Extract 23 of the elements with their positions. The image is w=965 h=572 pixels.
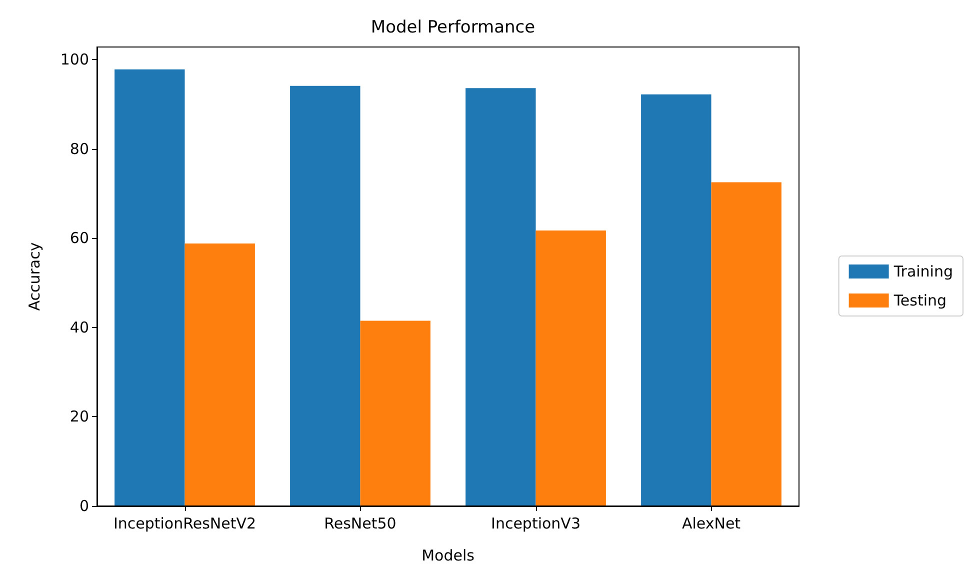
- y-tick-label: 20: [70, 408, 89, 426]
- x-tick-label: AlexNet: [682, 514, 741, 532]
- bar: [536, 230, 606, 506]
- bar: [711, 182, 782, 506]
- x-tick-label: InceptionResNetV2: [113, 514, 256, 532]
- y-axis-title: Accuracy: [26, 242, 44, 311]
- y-tick-label: 40: [70, 318, 89, 336]
- y-tick-label: 80: [70, 140, 89, 158]
- x-tick-label: InceptionV3: [491, 514, 580, 532]
- bar: [114, 69, 185, 506]
- y-tick-label: 100: [60, 50, 89, 68]
- bar: [290, 86, 360, 506]
- x-tick-label: ResNet50: [324, 514, 396, 532]
- bar: [360, 320, 430, 506]
- legend-label: Testing: [892, 292, 947, 310]
- legend-label: Training: [892, 262, 953, 280]
- y-tick-label: 0: [79, 497, 89, 515]
- y-tick-label: 60: [70, 229, 89, 248]
- x-axis-title: Models: [422, 546, 475, 564]
- chart-title: Model Performance: [370, 18, 536, 38]
- bar: [641, 94, 712, 506]
- bar: [184, 243, 255, 506]
- bar: [466, 88, 536, 506]
